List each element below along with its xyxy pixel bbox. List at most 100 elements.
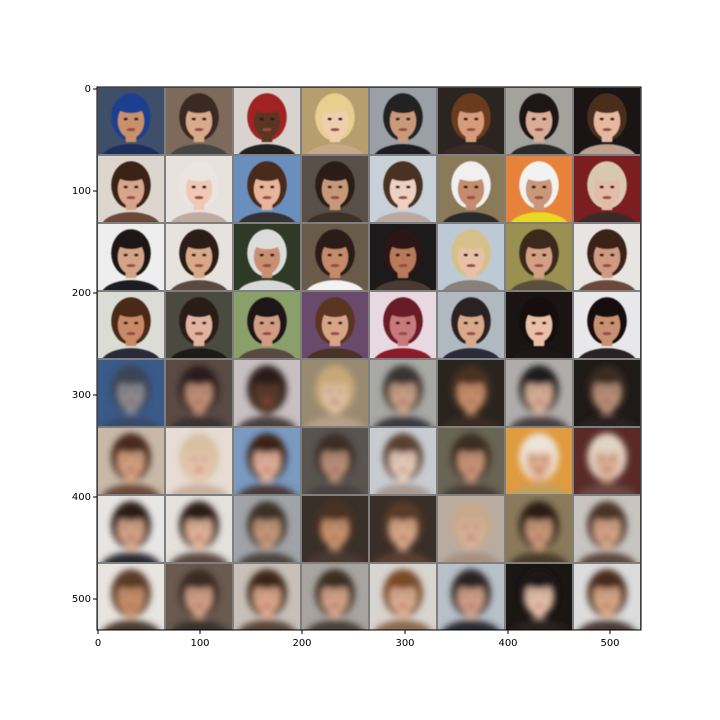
hair-fringe <box>388 439 418 454</box>
mouth <box>602 467 612 472</box>
face <box>510 501 568 562</box>
face-oval <box>457 375 485 411</box>
mouth <box>330 195 340 200</box>
face-oval <box>321 579 349 615</box>
mouth <box>126 331 136 336</box>
hair-fringe <box>592 575 622 590</box>
eye <box>123 525 128 529</box>
eye <box>610 457 615 461</box>
hair-fringe <box>184 99 214 114</box>
face-oval <box>321 307 349 343</box>
shoulders <box>170 212 228 222</box>
face-photo-tile <box>302 88 368 154</box>
eye <box>395 321 400 325</box>
shoulders <box>374 280 432 290</box>
eye <box>134 593 139 597</box>
reconstructed-face-tile <box>302 360 368 426</box>
mouth <box>398 535 408 540</box>
face-oval <box>593 375 621 411</box>
hair-fringe <box>116 439 146 454</box>
hair-fringe <box>388 235 418 250</box>
face-photo-tile <box>234 224 300 290</box>
eye <box>610 525 615 529</box>
face <box>306 501 364 562</box>
face-photo-tile <box>506 88 572 154</box>
eye <box>542 525 547 529</box>
reconstructed-face-tile <box>166 360 232 426</box>
face-photo-tile <box>438 292 504 358</box>
face-photo-tile <box>234 156 300 222</box>
mouth <box>466 535 476 540</box>
mouth <box>602 263 612 268</box>
shoulders <box>510 416 568 426</box>
eye <box>327 457 332 461</box>
shoulders <box>238 620 296 630</box>
shoulders <box>306 348 364 358</box>
face-oval <box>321 171 349 207</box>
face-oval <box>593 579 621 615</box>
face <box>306 569 364 630</box>
face-photo-tile <box>438 224 504 290</box>
reconstructed-face-tile <box>166 428 232 494</box>
hair-fringe <box>320 235 350 250</box>
eye <box>123 389 128 393</box>
shoulders <box>442 552 500 562</box>
face-oval <box>389 239 417 275</box>
mouth <box>466 263 476 268</box>
face-oval <box>457 307 485 343</box>
face-oval <box>593 443 621 479</box>
face-oval <box>389 511 417 547</box>
reconstructed-face-tile <box>234 564 300 630</box>
eye <box>610 389 615 393</box>
hair-fringe <box>388 99 418 114</box>
hair-fringe <box>388 167 418 182</box>
reconstructed-face-tile <box>166 496 232 562</box>
eye <box>270 593 275 597</box>
eye <box>338 593 343 597</box>
face-photo-tile <box>234 88 300 154</box>
face-oval <box>389 443 417 479</box>
mouth <box>466 603 476 608</box>
hair-fringe <box>524 99 554 114</box>
eye <box>134 253 139 257</box>
eye <box>531 593 536 597</box>
face <box>442 365 500 426</box>
shoulders <box>306 212 364 222</box>
eye <box>395 253 400 257</box>
face-oval <box>457 511 485 547</box>
eye <box>599 185 604 189</box>
eye <box>338 457 343 461</box>
face-photo-tile <box>574 224 640 290</box>
face-oval <box>525 443 553 479</box>
eye <box>542 321 547 325</box>
hair-fringe <box>456 371 486 386</box>
eye <box>259 389 264 393</box>
y-tick-label: 500 <box>72 594 91 605</box>
face-oval <box>321 239 349 275</box>
face <box>374 365 432 426</box>
x-tick-label: 400 <box>498 638 517 649</box>
shoulders <box>578 348 636 358</box>
hair-fringe <box>184 371 214 386</box>
mouth <box>466 331 476 336</box>
eye <box>338 525 343 529</box>
mouth <box>602 195 612 200</box>
eye <box>463 389 468 393</box>
face <box>374 501 432 562</box>
face-oval <box>117 375 145 411</box>
face <box>170 229 228 290</box>
face-oval <box>185 579 213 615</box>
shoulders <box>102 144 160 154</box>
eye <box>134 185 139 189</box>
face-oval <box>185 239 213 275</box>
eye <box>327 253 332 257</box>
face-oval <box>593 171 621 207</box>
eye <box>327 593 332 597</box>
face-oval <box>117 307 145 343</box>
face-oval <box>525 375 553 411</box>
mouth <box>262 331 272 336</box>
face <box>238 365 296 426</box>
face-oval <box>253 375 281 411</box>
reconstructed-face-tile <box>302 428 368 494</box>
face-photo-tile <box>574 88 640 154</box>
